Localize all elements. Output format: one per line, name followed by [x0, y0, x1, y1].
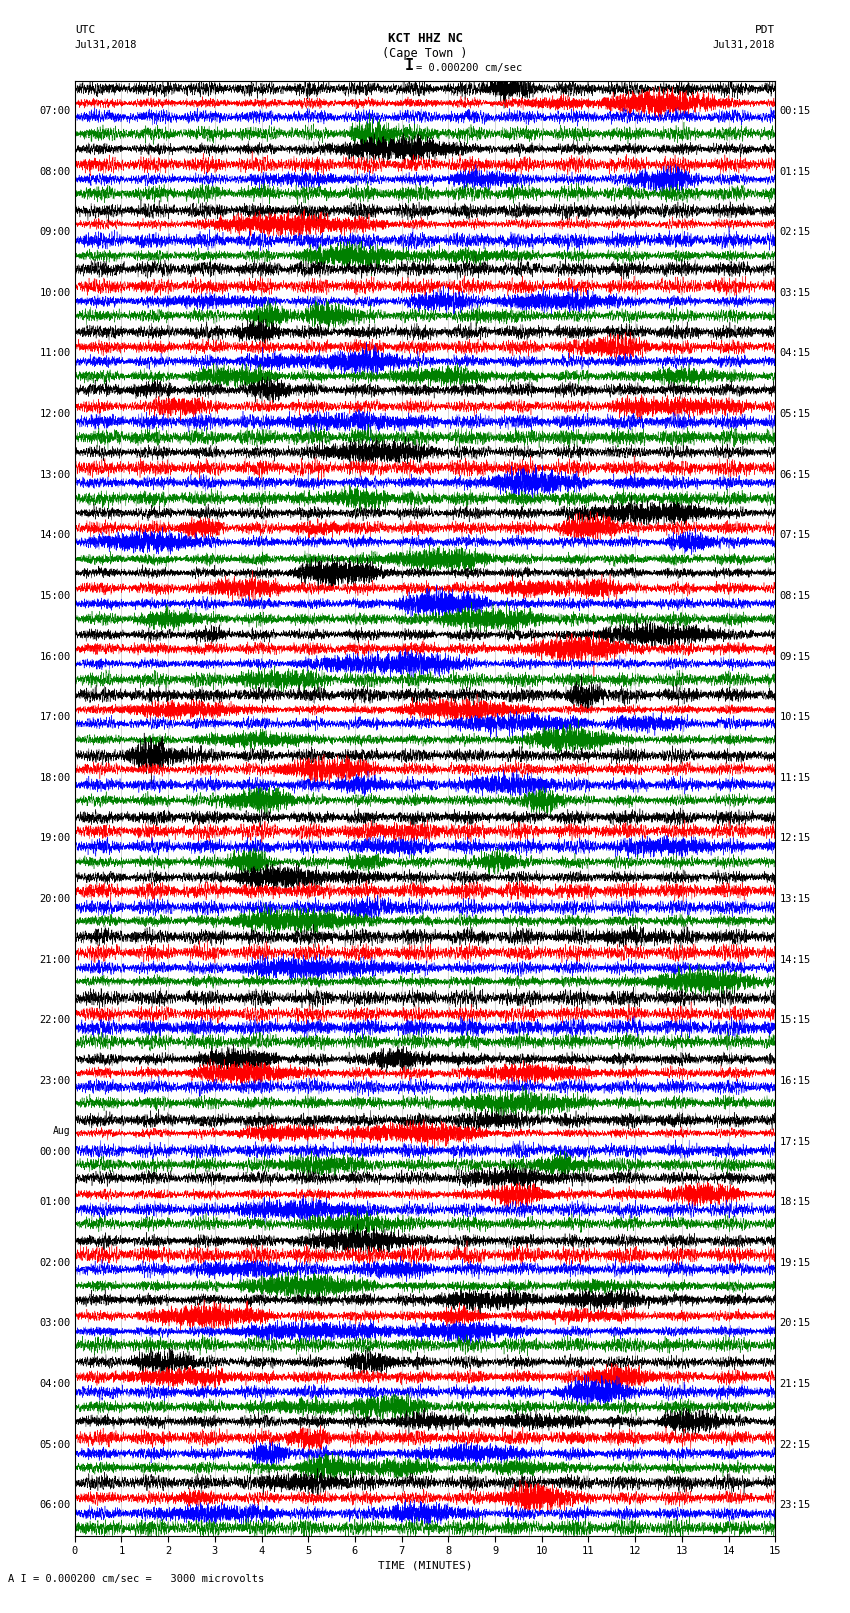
Text: 12:00: 12:00 [39, 410, 71, 419]
X-axis label: TIME (MINUTES): TIME (MINUTES) [377, 1560, 473, 1569]
Text: 17:15: 17:15 [779, 1137, 811, 1147]
Text: Jul31,2018: Jul31,2018 [75, 40, 138, 50]
Text: A I = 0.000200 cm/sec =   3000 microvolts: A I = 0.000200 cm/sec = 3000 microvolts [8, 1574, 264, 1584]
Text: 18:15: 18:15 [779, 1197, 811, 1207]
Text: 23:15: 23:15 [779, 1500, 811, 1510]
Text: 23:00: 23:00 [39, 1076, 71, 1086]
Text: 06:00: 06:00 [39, 1500, 71, 1510]
Text: 11:15: 11:15 [779, 773, 811, 782]
Text: 10:00: 10:00 [39, 287, 71, 298]
Text: 05:15: 05:15 [779, 410, 811, 419]
Text: 21:15: 21:15 [779, 1379, 811, 1389]
Text: UTC: UTC [75, 26, 95, 35]
Text: = 0.000200 cm/sec: = 0.000200 cm/sec [416, 63, 522, 73]
Text: KCT HHZ NC: KCT HHZ NC [388, 32, 462, 45]
Text: 01:00: 01:00 [39, 1197, 71, 1207]
Text: 10:15: 10:15 [779, 713, 811, 723]
Text: 22:00: 22:00 [39, 1015, 71, 1026]
Text: 04:00: 04:00 [39, 1379, 71, 1389]
Text: 12:15: 12:15 [779, 834, 811, 844]
Text: (Cape Town ): (Cape Town ) [382, 47, 468, 60]
Text: 13:00: 13:00 [39, 469, 71, 479]
Text: 06:15: 06:15 [779, 469, 811, 479]
Text: 07:15: 07:15 [779, 531, 811, 540]
Text: 11:00: 11:00 [39, 348, 71, 358]
Text: 18:00: 18:00 [39, 773, 71, 782]
Text: 02:00: 02:00 [39, 1258, 71, 1268]
Text: 01:15: 01:15 [779, 166, 811, 176]
Text: 05:00: 05:00 [39, 1440, 71, 1450]
Text: Aug: Aug [53, 1126, 71, 1136]
Text: 21:00: 21:00 [39, 955, 71, 965]
Text: 15:00: 15:00 [39, 590, 71, 602]
Text: 17:00: 17:00 [39, 713, 71, 723]
Text: I: I [405, 58, 414, 73]
Text: 09:00: 09:00 [39, 227, 71, 237]
Text: 14:15: 14:15 [779, 955, 811, 965]
Text: 08:00: 08:00 [39, 166, 71, 176]
Text: 09:15: 09:15 [779, 652, 811, 661]
Text: PDT: PDT [755, 26, 775, 35]
Text: 00:00: 00:00 [39, 1147, 71, 1157]
Text: 19:15: 19:15 [779, 1258, 811, 1268]
Text: 15:15: 15:15 [779, 1015, 811, 1026]
Text: 16:15: 16:15 [779, 1076, 811, 1086]
Text: 00:15: 00:15 [779, 106, 811, 116]
Text: 22:15: 22:15 [779, 1440, 811, 1450]
Text: 13:15: 13:15 [779, 894, 811, 903]
Text: 14:00: 14:00 [39, 531, 71, 540]
Text: 02:15: 02:15 [779, 227, 811, 237]
Text: 16:00: 16:00 [39, 652, 71, 661]
Text: 20:15: 20:15 [779, 1318, 811, 1329]
Text: 03:00: 03:00 [39, 1318, 71, 1329]
Text: 04:15: 04:15 [779, 348, 811, 358]
Text: 08:15: 08:15 [779, 590, 811, 602]
Text: 03:15: 03:15 [779, 287, 811, 298]
Text: 20:00: 20:00 [39, 894, 71, 903]
Text: Jul31,2018: Jul31,2018 [712, 40, 775, 50]
Text: 19:00: 19:00 [39, 834, 71, 844]
Text: 07:00: 07:00 [39, 106, 71, 116]
